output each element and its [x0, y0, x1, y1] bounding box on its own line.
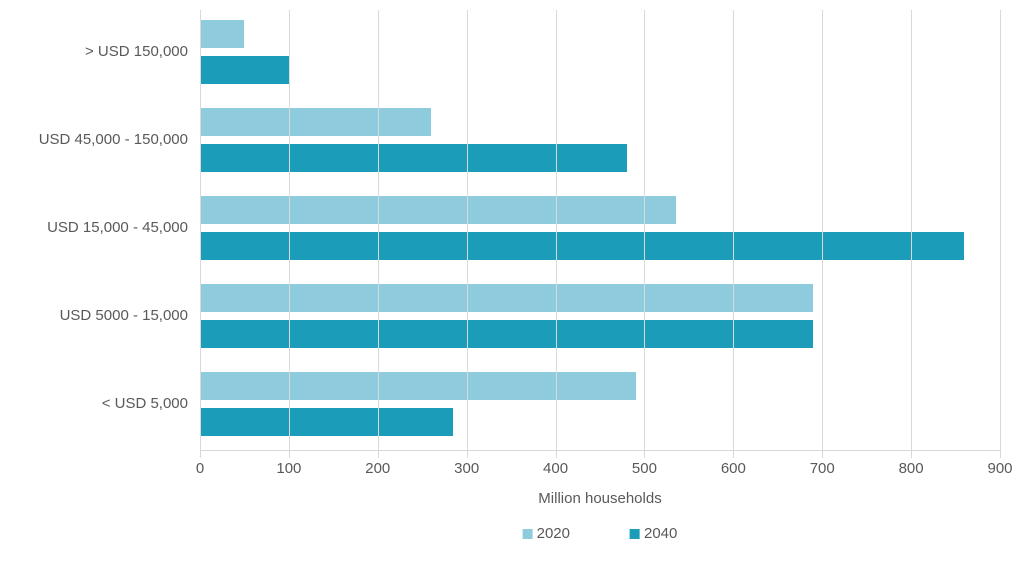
legend-label: 2040: [644, 525, 677, 542]
x-tick-mark: [733, 450, 734, 458]
category-label: < USD 5,000: [102, 395, 188, 412]
gridline: [378, 10, 379, 450]
x-tick-mark: [556, 450, 557, 458]
bar: [200, 20, 244, 48]
gridline: [911, 10, 912, 450]
bar: [200, 408, 453, 436]
bar: [200, 144, 627, 172]
category-label: USD 5000 - 15,000: [60, 307, 188, 324]
bar: [200, 56, 289, 84]
legend-swatch: [630, 529, 640, 539]
x-tick-mark: [822, 450, 823, 458]
bar: [200, 372, 636, 400]
category-label: > USD 150,000: [85, 43, 188, 60]
gridline: [556, 10, 557, 450]
x-tick-mark: [467, 450, 468, 458]
legend-label: 2020: [537, 525, 570, 542]
gridline: [822, 10, 823, 450]
gridline: [644, 10, 645, 450]
x-tick-mark: [911, 450, 912, 458]
x-axis-line: [200, 450, 1000, 451]
bar: [200, 232, 964, 260]
x-tick-label: 200: [365, 460, 390, 477]
x-tick-label: 0: [196, 460, 204, 477]
x-tick-mark: [200, 450, 201, 458]
x-tick-mark: [289, 450, 290, 458]
x-tick-label: 400: [543, 460, 568, 477]
category-label: USD 45,000 - 150,000: [39, 131, 188, 148]
gridline: [200, 10, 201, 450]
households-income-chart: 0 100 200 300 400 500 600 700 800 900 Million hou…: [0, 10, 1024, 574]
bar: [200, 320, 813, 348]
legend-swatch: [523, 529, 533, 539]
x-tick-label: 100: [276, 460, 301, 477]
x-axis-title: Million households: [538, 490, 661, 507]
gridline: [289, 10, 290, 450]
gridline: [467, 10, 468, 450]
legend: 2020 2040: [523, 525, 678, 542]
legend-item: 2040: [630, 525, 677, 542]
bar: [200, 108, 431, 136]
gridline: [1000, 10, 1001, 450]
category-label: USD 15,000 - 45,000: [47, 219, 188, 236]
x-tick-mark: [378, 450, 379, 458]
x-tick-mark: [1000, 450, 1001, 458]
legend-item: 2020: [523, 525, 570, 542]
x-tick-label: 700: [810, 460, 835, 477]
x-tick-label: 900: [987, 460, 1012, 477]
gridline: [733, 10, 734, 450]
plot-area: [200, 10, 1000, 450]
bar: [200, 284, 813, 312]
x-tick-mark: [644, 450, 645, 458]
x-tick-label: 600: [721, 460, 746, 477]
bar: [200, 196, 676, 224]
x-tick-label: 800: [899, 460, 924, 477]
x-tick-label: 300: [454, 460, 479, 477]
x-tick-label: 500: [632, 460, 657, 477]
